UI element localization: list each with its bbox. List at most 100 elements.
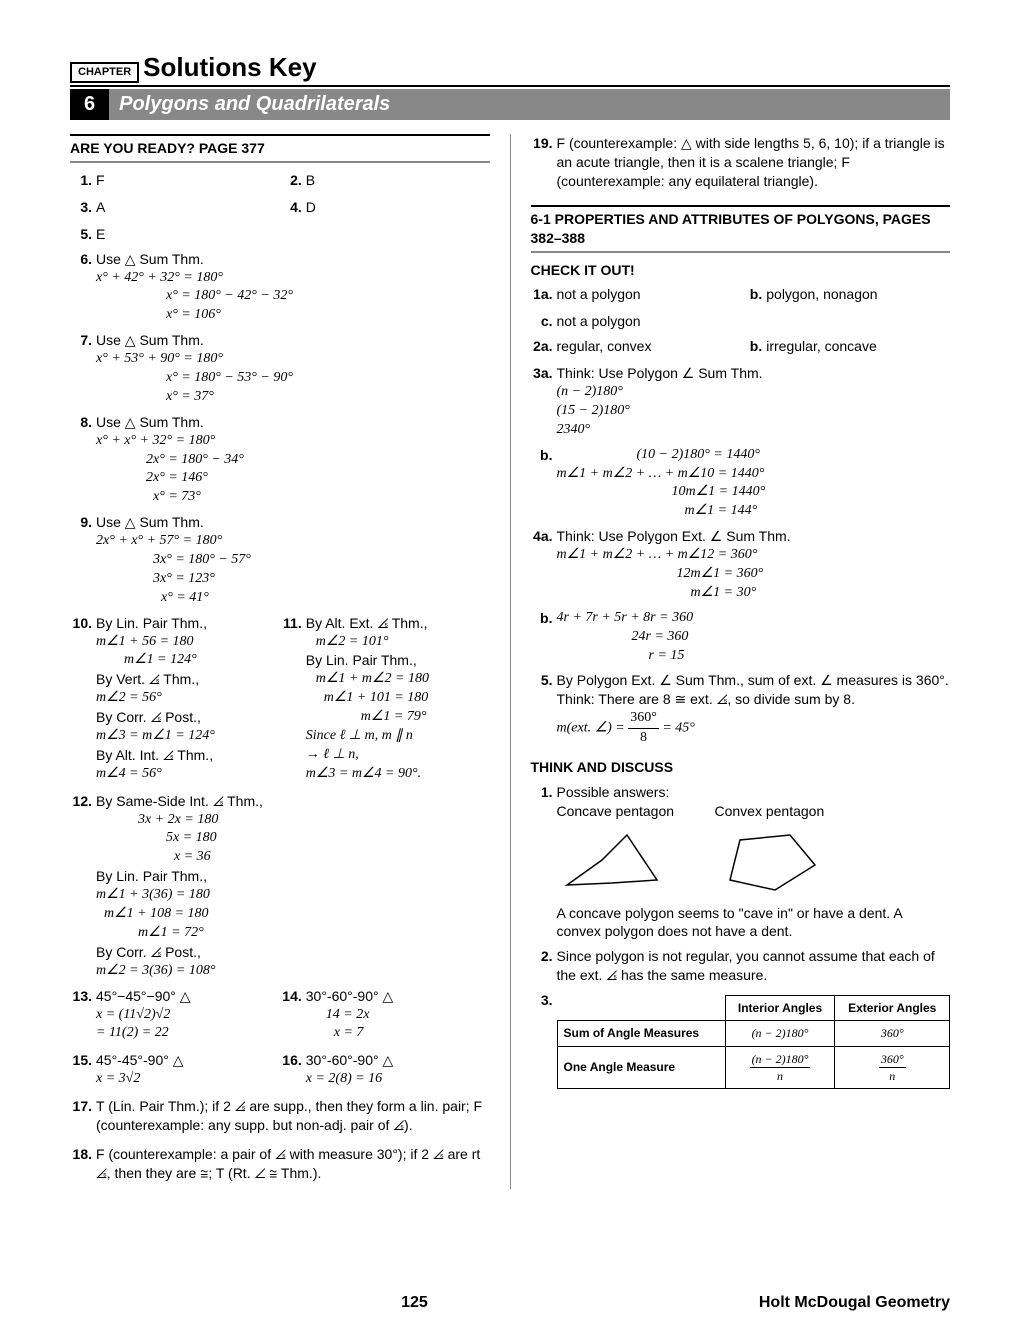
convex-pentagon-icon [715, 825, 825, 895]
th-exterior: Exterior Angles [835, 996, 950, 1021]
c3a-l2: (n − 2)180° [557, 383, 951, 402]
q1-ans: F [96, 171, 280, 190]
c5-num: 5. [531, 671, 557, 748]
q9-l2: 2x° + x° + 57° = 180° [96, 532, 490, 551]
q10-l2: m∠1 + 56 = 180 [96, 633, 280, 652]
q17-num: 17. [70, 1097, 96, 1135]
q5-ans: E [96, 225, 490, 244]
q13-l3: = 11(2) = 22 [96, 1024, 280, 1043]
q7-l4: x° = 37° [96, 388, 490, 407]
q10-l3: m∠1 = 124° [96, 651, 280, 670]
t3-num: 3. [531, 991, 557, 1089]
q14-l2: 14 = 2x [306, 1006, 490, 1025]
q4-num: 4. [280, 198, 306, 217]
c4a-content: Think: Use Polygon Ext. ∠ Sum Thm. m∠1 +… [557, 527, 951, 603]
q15-l2: x = 3√2 [96, 1070, 280, 1089]
q11-l9: m∠3 = m∠4 = 90°. [306, 765, 490, 784]
q19-content: F (counterexample: △ with side lengths 5… [557, 134, 951, 191]
check-it-out-title: CHECK IT OUT! [531, 261, 951, 280]
right-column: 19. F (counterexample: △ with side lengt… [531, 134, 951, 1189]
section-6-1-title: 6-1 PROPERTIES AND ATTRIBUTES OF POLYGON… [531, 205, 951, 253]
t1-l2: A concave polygon seems to "cave in" or … [557, 904, 951, 942]
q6-l4: x° = 106° [96, 306, 490, 325]
sub-header: 6 Polygons and Quadrilaterals [70, 89, 950, 120]
q10-l9: m∠4 = 56° [96, 765, 280, 784]
c2a-num: 2a. [531, 337, 557, 356]
q7-l3: x° = 180° − 53° − 90° [96, 369, 490, 388]
q7-content: Use △ Sum Thm. x° + 53° + 90° = 180° x° … [96, 331, 490, 407]
q3-ans: A [96, 198, 280, 217]
q9-l4: 3x° = 123° [96, 570, 490, 589]
are-you-ready-title: ARE YOU READY? PAGE 377 [70, 134, 490, 163]
r2c1-top: (n − 2)180° [750, 1051, 811, 1068]
q6-num: 6. [70, 250, 96, 326]
q8-l4: 2x° = 146° [96, 469, 490, 488]
q12-l4: x = 36 [96, 848, 490, 867]
q9-l5: x° = 41° [96, 589, 490, 608]
c3b-content: (10 − 2)180° = 1440° m∠1 + m∠2 + … + m∠1… [557, 446, 951, 522]
q13-content: 45°−45°−90° △ x = (11√2)√2 = 11(2) = 22 [96, 987, 280, 1044]
q6-l1: Use △ Sum Thm. [96, 250, 490, 269]
c3a-l3: (15 − 2)180° [557, 402, 951, 421]
row-sum-exterior: 360° [835, 1021, 950, 1046]
q2-ans: B [306, 171, 490, 190]
q2-num: 2. [280, 171, 306, 190]
t1-convex-label: Convex pentagon [715, 802, 833, 821]
q8-content: Use △ Sum Thm. x° + x° + 32° = 180° 2x° … [96, 413, 490, 507]
q12-l3: 5x = 180 [96, 829, 490, 848]
q8-l3: 2x° = 180° − 34° [96, 451, 490, 470]
t1-l1: Possible answers: [557, 783, 951, 802]
q11-l6: m∠1 = 79° [306, 708, 490, 727]
q12-l1: By Same-Side Int. ⦞ Thm., [96, 792, 490, 811]
q7-l2: x° + 53° + 90° = 180° [96, 350, 490, 369]
q6-content: Use △ Sum Thm. x° + 42° + 32° = 180° x° … [96, 250, 490, 326]
q15-content: 45°-45°-90° △ x = 3√2 [96, 1051, 280, 1089]
q16-content: 30°-60°-90° △ x = 2(8) = 16 [306, 1051, 490, 1089]
c4b-content: 4r + 7r + 5r + 8r = 360 24r = 360 r = 15 [557, 609, 951, 666]
c1b-num: b. [740, 285, 766, 304]
c3b-l4: m∠1 = 144° [557, 502, 951, 521]
q4-ans: D [306, 198, 490, 217]
c2b: irregular, concave [766, 337, 950, 356]
c1c: not a polygon [557, 312, 951, 331]
q11-l3: By Lin. Pair Thm., [306, 651, 490, 670]
q9-num: 9. [70, 513, 96, 607]
convex-col: Convex pentagon [715, 802, 833, 904]
pentagon-row: Concave pentagon Convex pentagon [557, 802, 951, 904]
t1-concave-label: Concave pentagon [557, 802, 675, 821]
q15-num: 15. [70, 1051, 96, 1089]
q12-l8: m∠1 = 72° [96, 924, 490, 943]
th-interior: Interior Angles [725, 996, 835, 1021]
q3-num: 3. [70, 198, 96, 217]
q10-l1: By Lin. Pair Thm., [96, 614, 280, 633]
column-divider [510, 134, 511, 1189]
q13-l1: 45°−45°−90° △ [96, 987, 280, 1006]
c1c-num: c. [531, 312, 557, 331]
c3b-l3: 10m∠1 = 1440° [557, 483, 951, 502]
q8-l2: x° + x° + 32° = 180° [96, 432, 490, 451]
t1-content: Possible answers: Concave pentagon Conve… [557, 783, 951, 941]
page-number: 125 [401, 1292, 428, 1314]
row-one-interior: (n − 2)180°n [725, 1046, 835, 1088]
q14-l3: x = 7 [306, 1024, 490, 1043]
c5-l1: By Polygon Ext. ∠ Sum Thm., sum of ext. … [557, 671, 951, 709]
q12-l2: 3x + 2x = 180 [96, 811, 490, 830]
c3b-l2: m∠1 + m∠2 + … + m∠10 = 1440° [557, 465, 951, 484]
q15-l1: 45°-45°-90° △ [96, 1051, 280, 1070]
c4b-l2: 24r = 360 [557, 628, 951, 647]
r2c1-bot: n [750, 1068, 811, 1084]
c4a-l4: m∠1 = 30° [557, 584, 951, 603]
q7-l1: Use △ Sum Thm. [96, 331, 490, 350]
q6-l3: x° = 180° − 42° − 32° [96, 287, 490, 306]
concave-pentagon-icon [557, 825, 667, 895]
q8-l5: x° = 73° [96, 488, 490, 507]
q12-num: 12. [70, 792, 96, 981]
c2b-num: b. [740, 337, 766, 356]
c4a-l1: Think: Use Polygon Ext. ∠ Sum Thm. [557, 527, 951, 546]
q10-num: 10. [70, 614, 96, 784]
q12-l9: By Corr. ⦞ Post., [96, 943, 490, 962]
q14-content: 30°-60°-90° △ 14 = 2x x = 7 [306, 987, 490, 1044]
q12-l10: m∠2 = 3(36) = 108° [96, 962, 490, 981]
q12-content: By Same-Side Int. ⦞ Thm., 3x + 2x = 180 … [96, 792, 490, 981]
q13-num: 13. [70, 987, 96, 1044]
